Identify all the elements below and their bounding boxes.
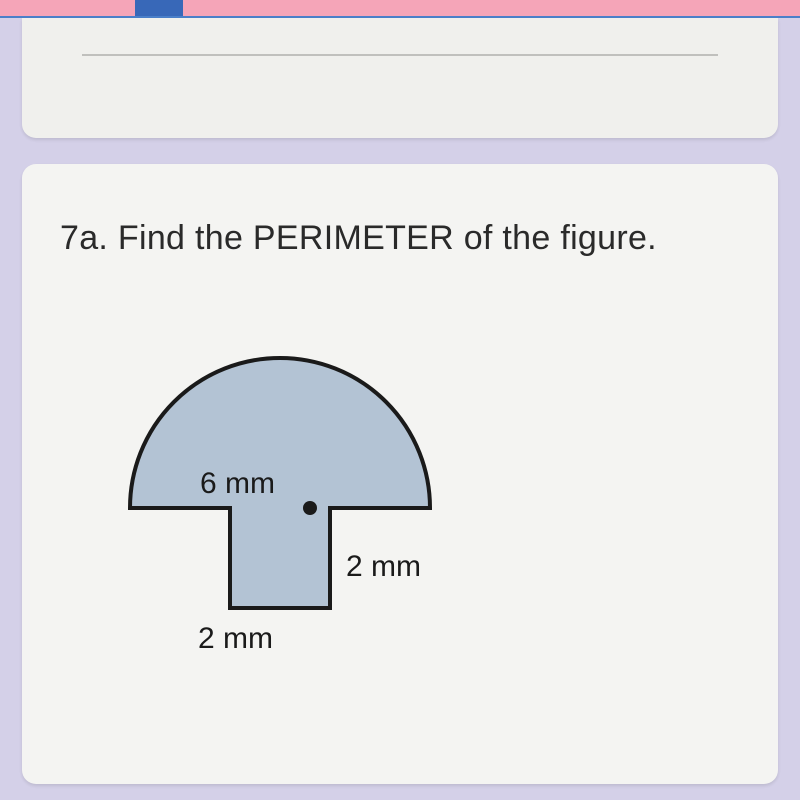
- diameter-label: 6 mm: [200, 467, 275, 500]
- mushroom-shape-diagram: 6 mm 2 mm 2 mm: [80, 318, 540, 718]
- previous-question-card: [22, 18, 778, 138]
- top-bar-accent: [135, 0, 183, 16]
- question-number: 7a.: [60, 219, 108, 257]
- question-card: 7a. Find the PERIMETER of the figure. 6 …: [22, 164, 778, 784]
- question-prompt: 7a. Find the PERIMETER of the figure.: [60, 219, 740, 258]
- stem-width-label: 2 mm: [198, 622, 273, 655]
- divider-line: [82, 54, 718, 56]
- stem-height-label: 2 mm: [346, 550, 421, 583]
- question-text-body: Find the PERIMETER of the figure.: [118, 219, 657, 257]
- geometry-figure: 6 mm 2 mm 2 mm: [80, 318, 740, 718]
- window-top-bar: [0, 0, 800, 18]
- center-dot: [303, 501, 317, 515]
